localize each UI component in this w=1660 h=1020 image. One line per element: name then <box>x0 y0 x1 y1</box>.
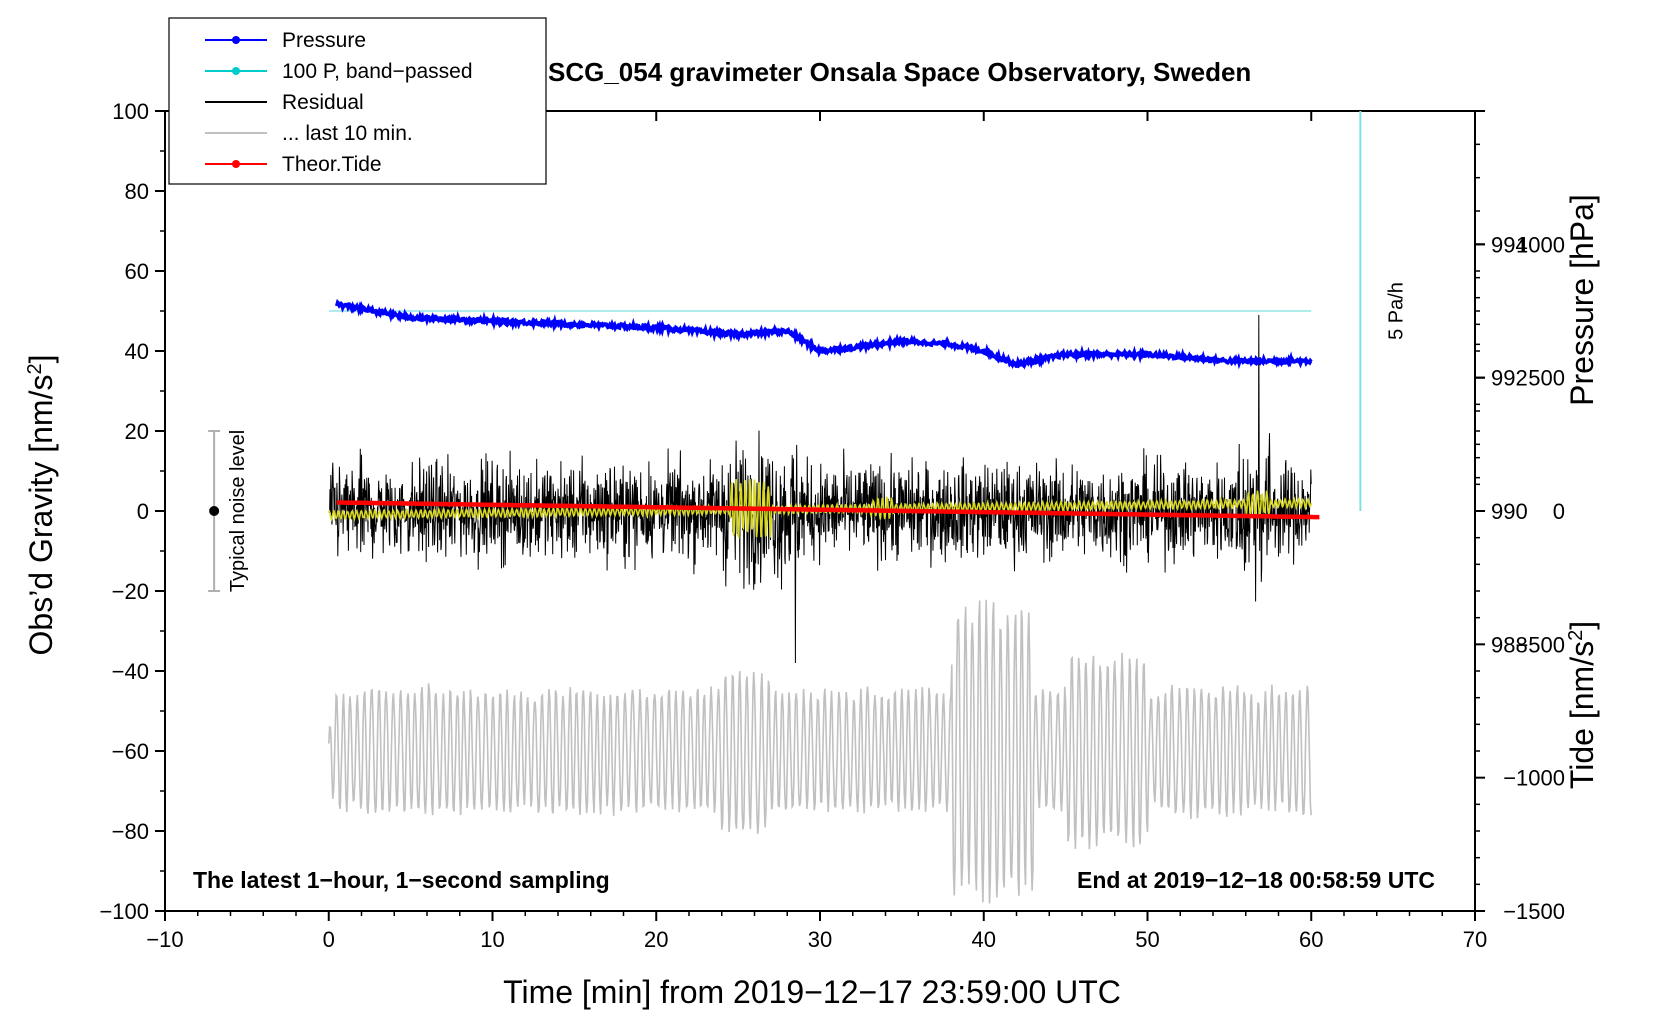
pressure-tick-label: 990 <box>1491 499 1528 524</box>
pressure-tick-label: 988 <box>1491 632 1528 657</box>
y-axis-gravity-label-end: ] <box>23 355 59 364</box>
legend-label: Pressure <box>282 29 366 52</box>
x-tick-label: 60 <box>1299 927 1323 952</box>
noise-bar-center-dot <box>209 506 220 516</box>
y-axis-tide-label-main: Tide [nm/s <box>1564 641 1600 789</box>
x-tick-label: 0 <box>323 927 335 952</box>
chart-title: SCG_054 gravimeter Onsala Space Observat… <box>548 57 1251 87</box>
tide-tick-label: −500 <box>1515 632 1565 657</box>
tide-tick-label: 0 <box>1553 499 1565 524</box>
x-tick-label: 70 <box>1463 927 1487 952</box>
y-tick-label: 40 <box>125 339 149 364</box>
x-tick-label: 10 <box>480 927 504 952</box>
annotation-end-time: End at 2019−12−18 00:58:59 UTC <box>1077 867 1435 893</box>
x-tick-label: 30 <box>808 927 832 952</box>
y-axis-pressure: 988 990 992 994 <box>1475 110 1528 657</box>
tide-tick-label: −1000 <box>1503 766 1565 791</box>
legend-swatch-marker <box>232 36 240 44</box>
y-tick-label: −60 <box>112 739 149 764</box>
x-axis: −10 0 10 20 30 40 50 60 70 <box>146 111 1487 952</box>
rate-bar-label: 5 Pa/h <box>1385 282 1407 340</box>
y-tick-label: −100 <box>99 899 149 924</box>
y-axis-tide-label: Tide [nm/s2] <box>1564 621 1600 789</box>
residual-line <box>328 314 1312 664</box>
tide-tick-label: 1000 <box>1516 232 1565 257</box>
noise-bar-label: Typical noise level <box>227 430 249 592</box>
pressure-rate-bar: 5 Pa/h <box>1359 111 1407 511</box>
annotation-latest-hour: The latest 1−hour, 1−second sampling <box>193 867 610 893</box>
legend-label: 100 P, band−passed <box>282 60 473 83</box>
y-axis-pressure-label: Pressure [hPa] <box>1564 194 1600 406</box>
typical-noise-bar: Typical noise level <box>208 430 249 592</box>
theoretical-tide-line <box>336 500 1320 520</box>
y-axis-gravity: −100 −80 −60 −40 −20 0 20 40 60 80 100 <box>99 99 165 924</box>
legend-swatch-marker <box>232 67 240 75</box>
x-tick-label: 20 <box>644 927 668 952</box>
y-tick-label: 20 <box>125 419 149 444</box>
y-axis-tide-label-sup: 2 <box>1565 630 1587 641</box>
y-axis-gravity-label-sup: 2 <box>24 363 46 374</box>
legend-label: Residual <box>282 91 364 114</box>
plot-data-layer <box>328 298 1320 904</box>
y-tick-label: −80 <box>112 819 149 844</box>
legend-swatch-marker <box>232 160 240 168</box>
last-10-min-line <box>328 599 1312 904</box>
y-axis-gravity-label: Obs’d Gravity [nm/s2] <box>23 355 59 656</box>
tide-tick-label: 500 <box>1528 366 1565 391</box>
pressure-line <box>334 298 1313 370</box>
y-axis-gravity-label-main: Obs’d Gravity [nm/s <box>23 375 59 656</box>
x-axis-label: Time [min] from 2019−12−17 23:59:00 UTC <box>503 974 1121 1010</box>
y-tick-label: 80 <box>125 179 149 204</box>
pressure-tick-label: 994 <box>1491 232 1528 257</box>
x-tick-label: −10 <box>146 927 183 952</box>
legend-label: Theor.Tide <box>282 153 382 176</box>
tide-tick-label: −1500 <box>1503 899 1565 924</box>
x-tick-label: 50 <box>1135 927 1159 952</box>
y-tick-label: −20 <box>112 579 149 604</box>
pressure-tick-label: 992 <box>1491 366 1528 391</box>
y-tick-label: 100 <box>112 99 149 124</box>
legend-label: ... last 10 min. <box>282 122 413 145</box>
y-axis-tide-label-end: ] <box>1564 621 1600 630</box>
y-axis-tide: −1500 −1000 −500 0 500 1000 <box>1475 232 1565 924</box>
x-tick-label: 40 <box>972 927 996 952</box>
y-tick-label: −40 <box>112 659 149 684</box>
legend: Pressure 100 P, band−passed Residual ... la… <box>168 17 547 185</box>
y-tick-label: 60 <box>125 259 149 284</box>
y-tick-label: 0 <box>137 499 149 524</box>
